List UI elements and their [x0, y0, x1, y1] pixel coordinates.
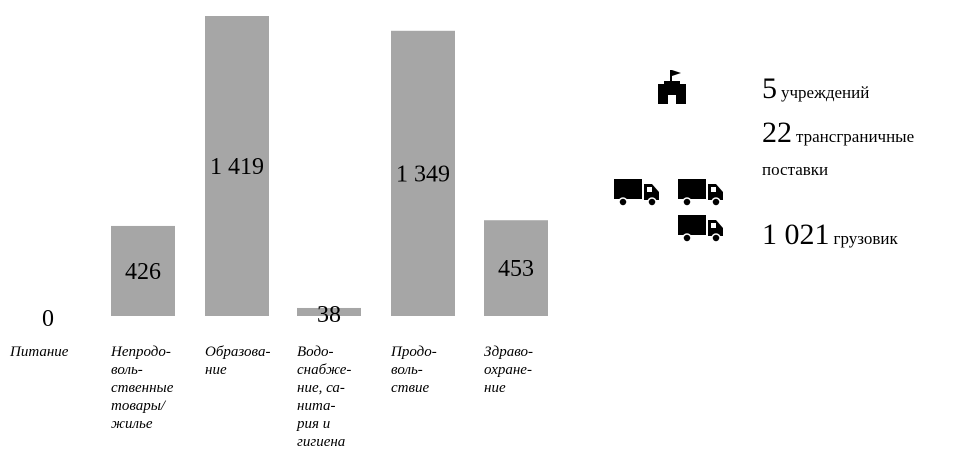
value-label: 1 349 — [396, 161, 450, 187]
value-label: 38 — [317, 302, 341, 328]
stat-institutions: 5 учреждений — [762, 72, 869, 106]
truck-icon — [614, 179, 659, 207]
truck-icon — [678, 215, 723, 243]
bar-chart: 0 Питание 426 Непродо-воль-ственные товары/ж… — [9, 16, 548, 450]
stat-number: 22 — [762, 116, 792, 149]
stat-crossborder-line2: поставки — [762, 160, 829, 179]
bar — [111, 225, 175, 316]
category-label: Образова-ние — [205, 344, 270, 378]
stat-crossborder: 22 трансграничные — [762, 116, 914, 150]
stat-trucks: 1 021 грузовик — [762, 218, 898, 252]
value-label: 0 — [42, 306, 54, 332]
stat-number: 1 021 — [762, 218, 830, 251]
bar — [484, 220, 548, 316]
truck-icon — [678, 179, 723, 207]
stat-number: 5 — [762, 72, 777, 105]
category-label: Здраво-охране-ние — [484, 344, 533, 396]
category-label: Питание — [9, 344, 69, 360]
value-label: 1 419 — [210, 154, 264, 180]
category-label: Водо-снабже-ние, са-нита-рия и гигиена — [296, 344, 351, 450]
bar — [205, 16, 269, 316]
category-label: Продо-воль-ствие — [390, 344, 437, 396]
value-label: 426 — [125, 259, 161, 285]
building-flag-icon — [658, 70, 686, 104]
value-label: 453 — [498, 256, 534, 282]
stat-label: грузовик — [833, 229, 898, 248]
stat-label: учреждений — [781, 83, 870, 102]
category-label: Непродо-воль-ственные товары/жилье — [110, 344, 174, 432]
bar — [391, 30, 455, 316]
stat-label: трансграничные — [796, 127, 915, 146]
bar — [297, 307, 361, 316]
